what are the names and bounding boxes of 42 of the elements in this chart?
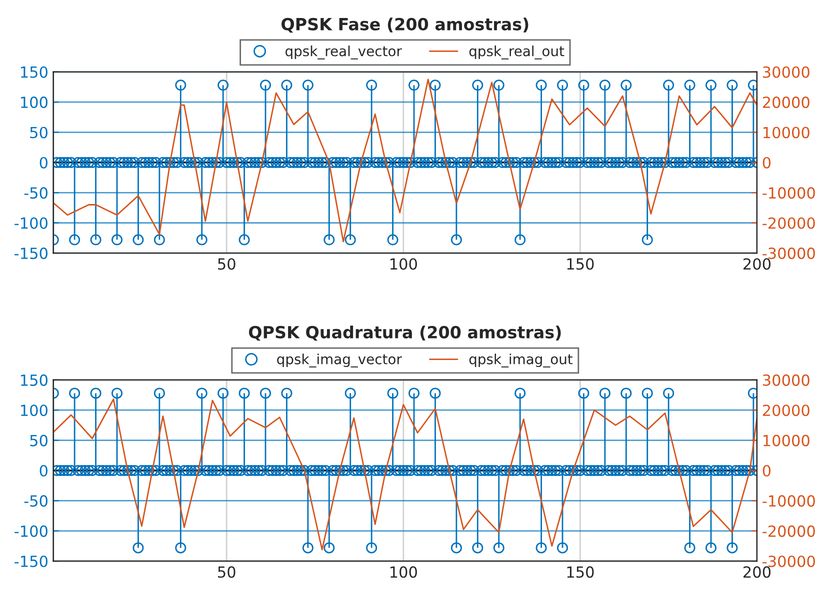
y2-tick-label: -30000 bbox=[762, 556, 815, 568]
y2-tick-label: -10000 bbox=[762, 495, 815, 507]
y-tick-label: 0 bbox=[40, 464, 48, 477]
y2-tick-label: 30000 bbox=[762, 374, 810, 386]
legend-label: qpsk_real_vector bbox=[286, 46, 402, 60]
y2-tick-label: 10000 bbox=[764, 434, 810, 446]
legend-label: qpsk_real_out bbox=[469, 46, 564, 60]
y-tick-label: -50 bbox=[24, 495, 48, 507]
legend-label: qpsk_imag_out bbox=[469, 354, 573, 368]
y2-tick-label: 30000 bbox=[762, 66, 810, 78]
y2-tick-label: -20000 bbox=[762, 217, 815, 229]
x-tick-label: 200 bbox=[744, 566, 771, 578]
chart-title: QPSK Quadratura (200 amostras) bbox=[248, 326, 561, 341]
y-tick-label: 50 bbox=[30, 126, 48, 138]
y-tick-label: 100 bbox=[21, 404, 48, 416]
y-tick-label: 150 bbox=[21, 374, 48, 386]
chart-title: QPSK Fase (200 amostras) bbox=[282, 18, 528, 33]
y2-tick-label: -20000 bbox=[762, 525, 815, 537]
y-tick-label: 150 bbox=[21, 66, 48, 78]
y-tick-label: -100 bbox=[14, 217, 48, 229]
y2-tick-label: 20000 bbox=[762, 404, 810, 416]
legend-label: qpsk_imag_vector bbox=[277, 354, 402, 368]
y-tick-label: -150 bbox=[14, 248, 48, 260]
x-tick-label: 100 bbox=[390, 258, 417, 270]
y-tick-label: 50 bbox=[30, 434, 48, 446]
y2-tick-label: 10000 bbox=[764, 126, 810, 138]
y2-tick-label: 0 bbox=[762, 464, 771, 477]
x-tick-label: 50 bbox=[218, 566, 236, 578]
y-tick-label: -150 bbox=[14, 556, 48, 568]
y-tick-label: 100 bbox=[21, 96, 48, 108]
y-tick-label: -100 bbox=[14, 525, 48, 537]
x-tick-label: 50 bbox=[218, 258, 236, 270]
y2-tick-label: -10000 bbox=[762, 187, 815, 199]
y-tick-label: 0 bbox=[40, 156, 48, 168]
x-tick-label: 100 bbox=[390, 566, 417, 578]
y2-tick-label: 20000 bbox=[762, 96, 810, 108]
y2-tick-label: 0 bbox=[762, 156, 771, 168]
x-tick-label: 150 bbox=[567, 258, 594, 270]
y2-tick-label: -30000 bbox=[762, 248, 815, 260]
x-tick-label: 200 bbox=[744, 258, 771, 270]
x-tick-label: 150 bbox=[567, 566, 594, 578]
y-tick-label: -50 bbox=[24, 187, 48, 199]
